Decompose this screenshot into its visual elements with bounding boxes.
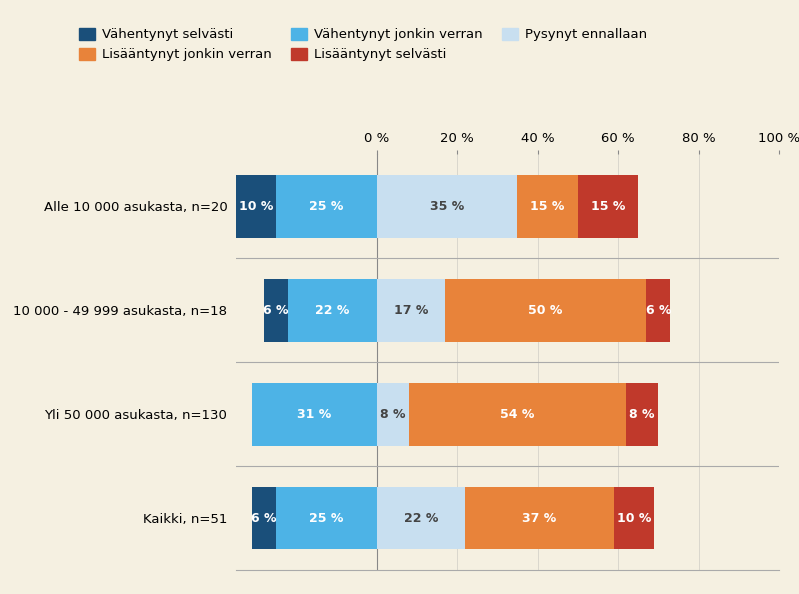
Bar bbox=[236, 175, 276, 238]
Text: 25 %: 25 % bbox=[309, 512, 344, 525]
Bar bbox=[445, 279, 646, 342]
Bar bbox=[276, 175, 376, 238]
Text: 6 %: 6 % bbox=[251, 512, 276, 525]
Text: 8 %: 8 % bbox=[380, 408, 405, 421]
Text: 25 %: 25 % bbox=[309, 200, 344, 213]
Bar bbox=[376, 279, 445, 342]
Text: 8 %: 8 % bbox=[630, 408, 655, 421]
Bar bbox=[465, 487, 614, 549]
Text: 37 %: 37 % bbox=[523, 512, 557, 525]
Text: 54 %: 54 % bbox=[500, 408, 535, 421]
Bar bbox=[614, 487, 654, 549]
Text: 6 %: 6 % bbox=[646, 304, 671, 317]
Text: 15 %: 15 % bbox=[531, 200, 565, 213]
Text: 22 %: 22 % bbox=[315, 304, 349, 317]
Bar bbox=[646, 279, 670, 342]
Bar bbox=[252, 487, 276, 549]
Text: 50 %: 50 % bbox=[528, 304, 562, 317]
Bar bbox=[518, 175, 578, 238]
Bar bbox=[578, 175, 638, 238]
Text: 22 %: 22 % bbox=[403, 512, 438, 525]
Bar bbox=[626, 383, 658, 446]
Bar bbox=[376, 175, 518, 238]
Bar bbox=[264, 279, 288, 342]
Bar bbox=[276, 487, 376, 549]
Text: 15 %: 15 % bbox=[590, 200, 625, 213]
Text: 6 %: 6 % bbox=[263, 304, 288, 317]
Bar bbox=[376, 487, 465, 549]
Legend: Vähentynyt selvästi, Lisääntynyt jonkin verran, Vähentynyt jonkin verran, Lisään: Vähentynyt selvästi, Lisääntynyt jonkin … bbox=[79, 28, 646, 61]
Text: 17 %: 17 % bbox=[394, 304, 428, 317]
Text: 31 %: 31 % bbox=[297, 408, 332, 421]
Bar bbox=[376, 383, 409, 446]
Bar bbox=[409, 383, 626, 446]
Bar bbox=[252, 383, 376, 446]
Text: 10 %: 10 % bbox=[239, 200, 273, 213]
Text: 10 %: 10 % bbox=[617, 512, 651, 525]
Text: 35 %: 35 % bbox=[430, 200, 464, 213]
Bar bbox=[288, 279, 376, 342]
